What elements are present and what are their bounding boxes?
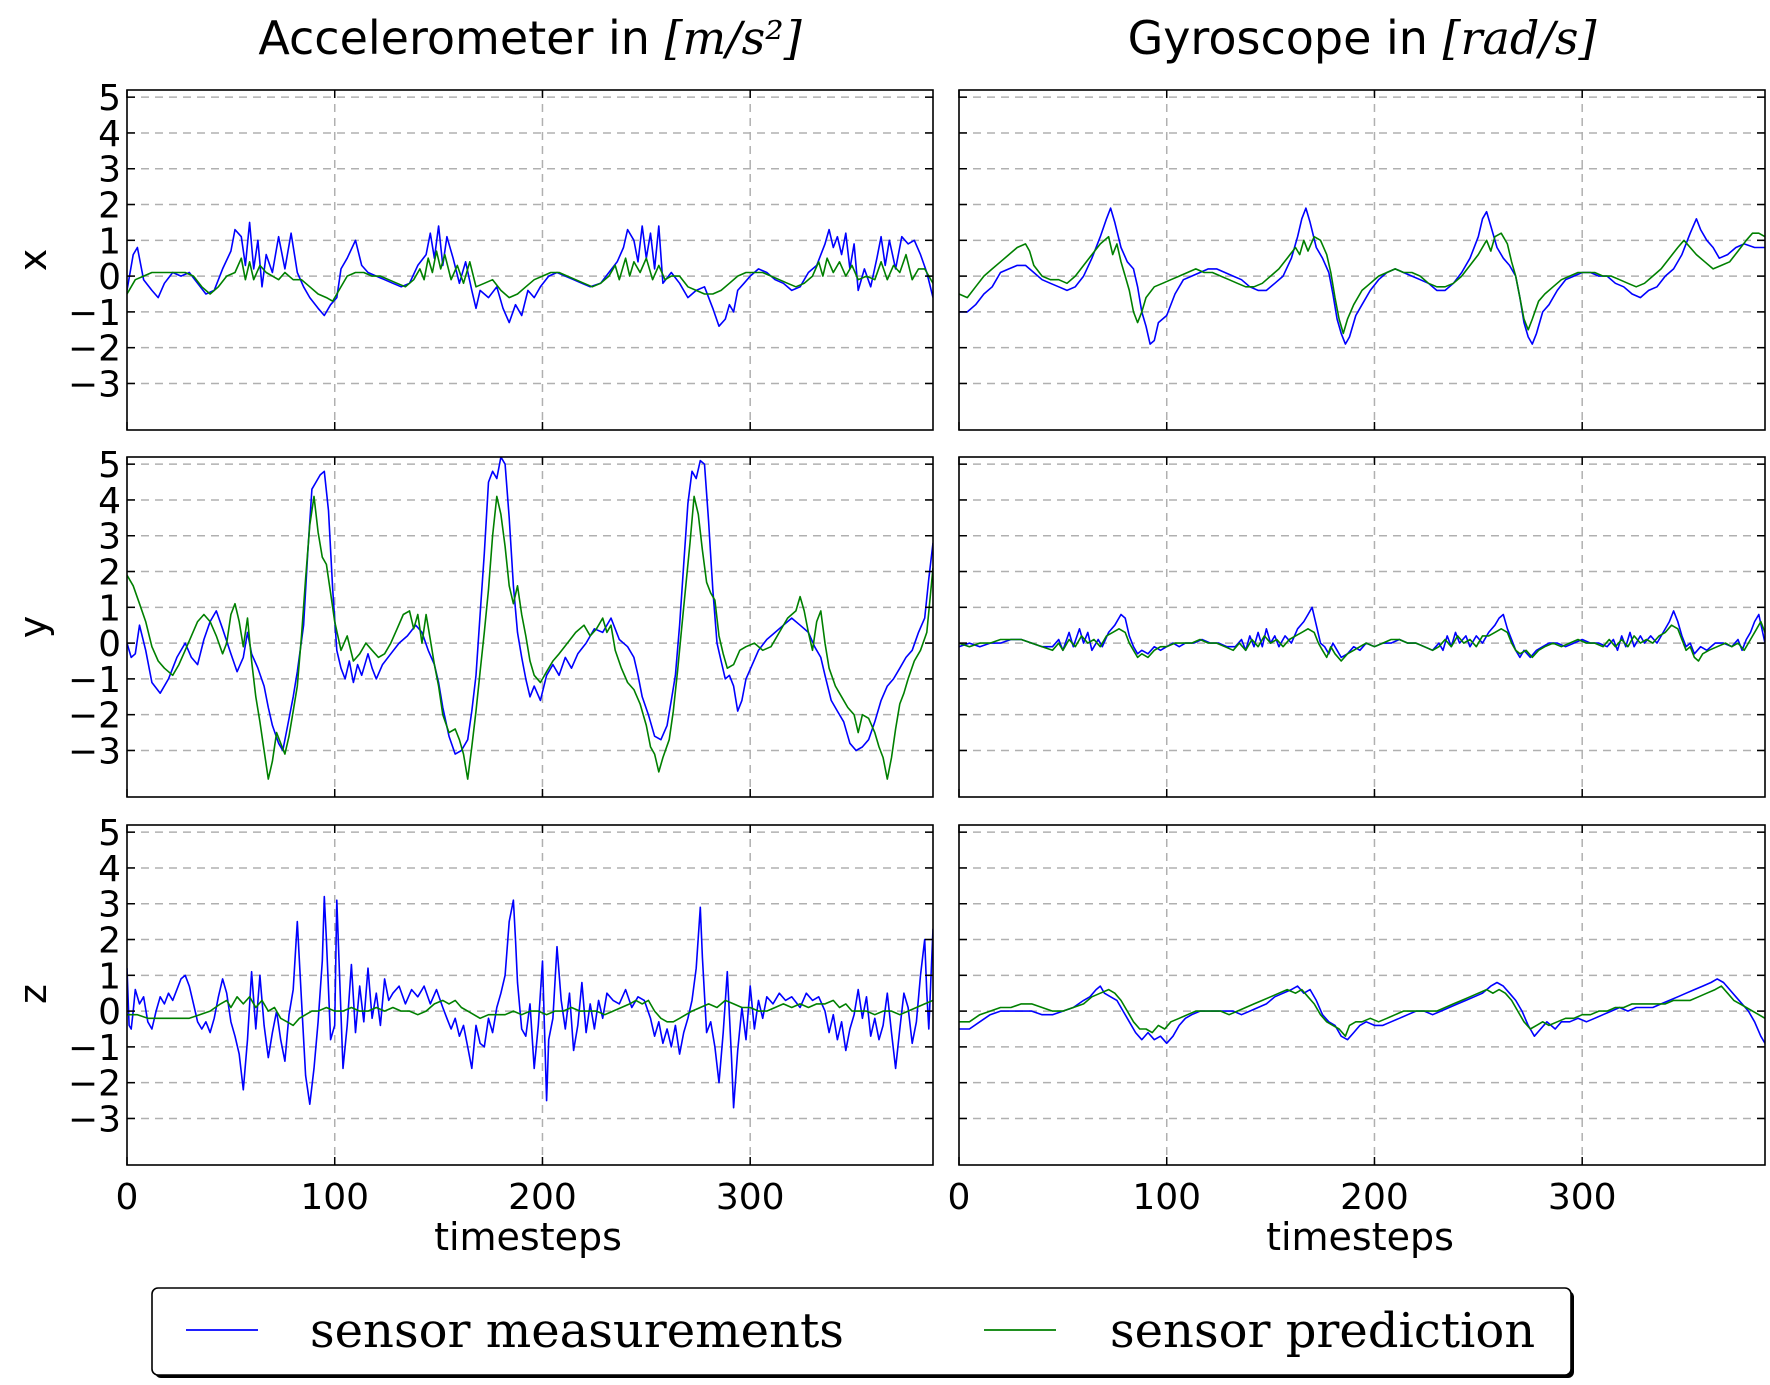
legend-label-prediction: sensor prediction [1110, 1303, 1535, 1359]
y-tick-label: 5 [98, 813, 121, 854]
y-tick-label: −1 [68, 293, 121, 334]
legend-frame [151, 1287, 1572, 1376]
y-tick-label: 0 [98, 992, 121, 1033]
panel-frame [126, 456, 934, 798]
series-measurement-accelerometer-z [127, 895, 933, 1109]
y-tick-label: −2 [68, 1064, 121, 1105]
row-label-z: z [11, 984, 55, 1004]
y-tick-label: 1 [98, 221, 121, 262]
y-tick-label: −1 [68, 1028, 121, 1069]
gyroscope-column-title: Gyroscope in [rad/s] [1128, 11, 1597, 65]
x-tick-label: 300 [1548, 1177, 1617, 1218]
panel-frame [126, 89, 934, 431]
y-tick-label: 0 [98, 257, 121, 298]
series-measurement-gyroscope-y [959, 606, 1765, 659]
y-tick-label: 3 [98, 517, 121, 558]
series-measurement-gyroscope-x [959, 207, 1765, 345]
series-prediction-accelerometer-y [127, 495, 933, 780]
y-tick-label: −3 [68, 1099, 121, 1140]
accelerometer-column-title: Accelerometer in [m/s²] [258, 11, 801, 65]
series-measurement-accelerometer-x [127, 221, 933, 327]
series-prediction-gyroscope-z [959, 985, 1765, 1037]
y-tick-label: 5 [98, 445, 121, 486]
x-tick-label: 0 [116, 1177, 139, 1218]
panel-frame [958, 89, 1766, 431]
y-tick-label: 4 [98, 481, 121, 522]
series-measurement-gyroscope-z [959, 978, 1765, 1045]
series-prediction-accelerometer-x [127, 250, 933, 302]
y-tick-label: 2 [98, 921, 121, 962]
legend: sensor measurements sensor prediction [151, 1287, 1574, 1378]
row-label-x: x [11, 249, 55, 272]
x-tick-label: 200 [1340, 1177, 1409, 1218]
x-tick-label: 100 [300, 1177, 369, 1218]
y-tick-label: −1 [68, 660, 121, 701]
y-tick-label: 1 [98, 588, 121, 629]
x-axis-label-gyroscope: timesteps [1266, 1215, 1454, 1259]
panel-gyroscope-y [958, 456, 1766, 798]
legend-label-measurements: sensor measurements [310, 1303, 844, 1359]
y-tick-label: −3 [68, 731, 121, 772]
y-tick-label: 5 [98, 78, 121, 119]
y-tick-label: −2 [68, 329, 121, 370]
y-tick-label: 3 [98, 885, 121, 926]
series-prediction-accelerometer-z [127, 996, 933, 1027]
series-prediction-gyroscope-x [959, 232, 1765, 335]
y-tick-label: −2 [68, 696, 121, 737]
y-tick-label: 1 [98, 956, 121, 997]
y-tick-label: 3 [98, 150, 121, 191]
x-axis-label-accelerometer: timesteps [434, 1215, 622, 1259]
y-tick-label: 4 [98, 114, 121, 155]
x-tick-label: 100 [1132, 1177, 1201, 1218]
x-tick-label: 0 [948, 1177, 971, 1218]
panel-gyroscope-x [958, 89, 1766, 431]
panel-frame [126, 824, 934, 1166]
y-tick-label: 2 [98, 186, 121, 227]
x-tick-label: 300 [716, 1177, 785, 1218]
y-tick-label: 4 [98, 849, 121, 890]
series-prediction-gyroscope-y [959, 620, 1765, 662]
panel-frame [958, 456, 1766, 798]
panel-frame [958, 824, 1766, 1166]
y-tick-label: 0 [98, 624, 121, 665]
y-tick-label: −3 [68, 364, 121, 405]
row-label-y: y [11, 616, 55, 639]
x-tick-label: 200 [508, 1177, 577, 1218]
series-measurement-accelerometer-y [127, 457, 933, 755]
y-tick-label: 2 [98, 553, 121, 594]
panel-gyroscope-z: 0 100 200 300 [948, 824, 1766, 1218]
